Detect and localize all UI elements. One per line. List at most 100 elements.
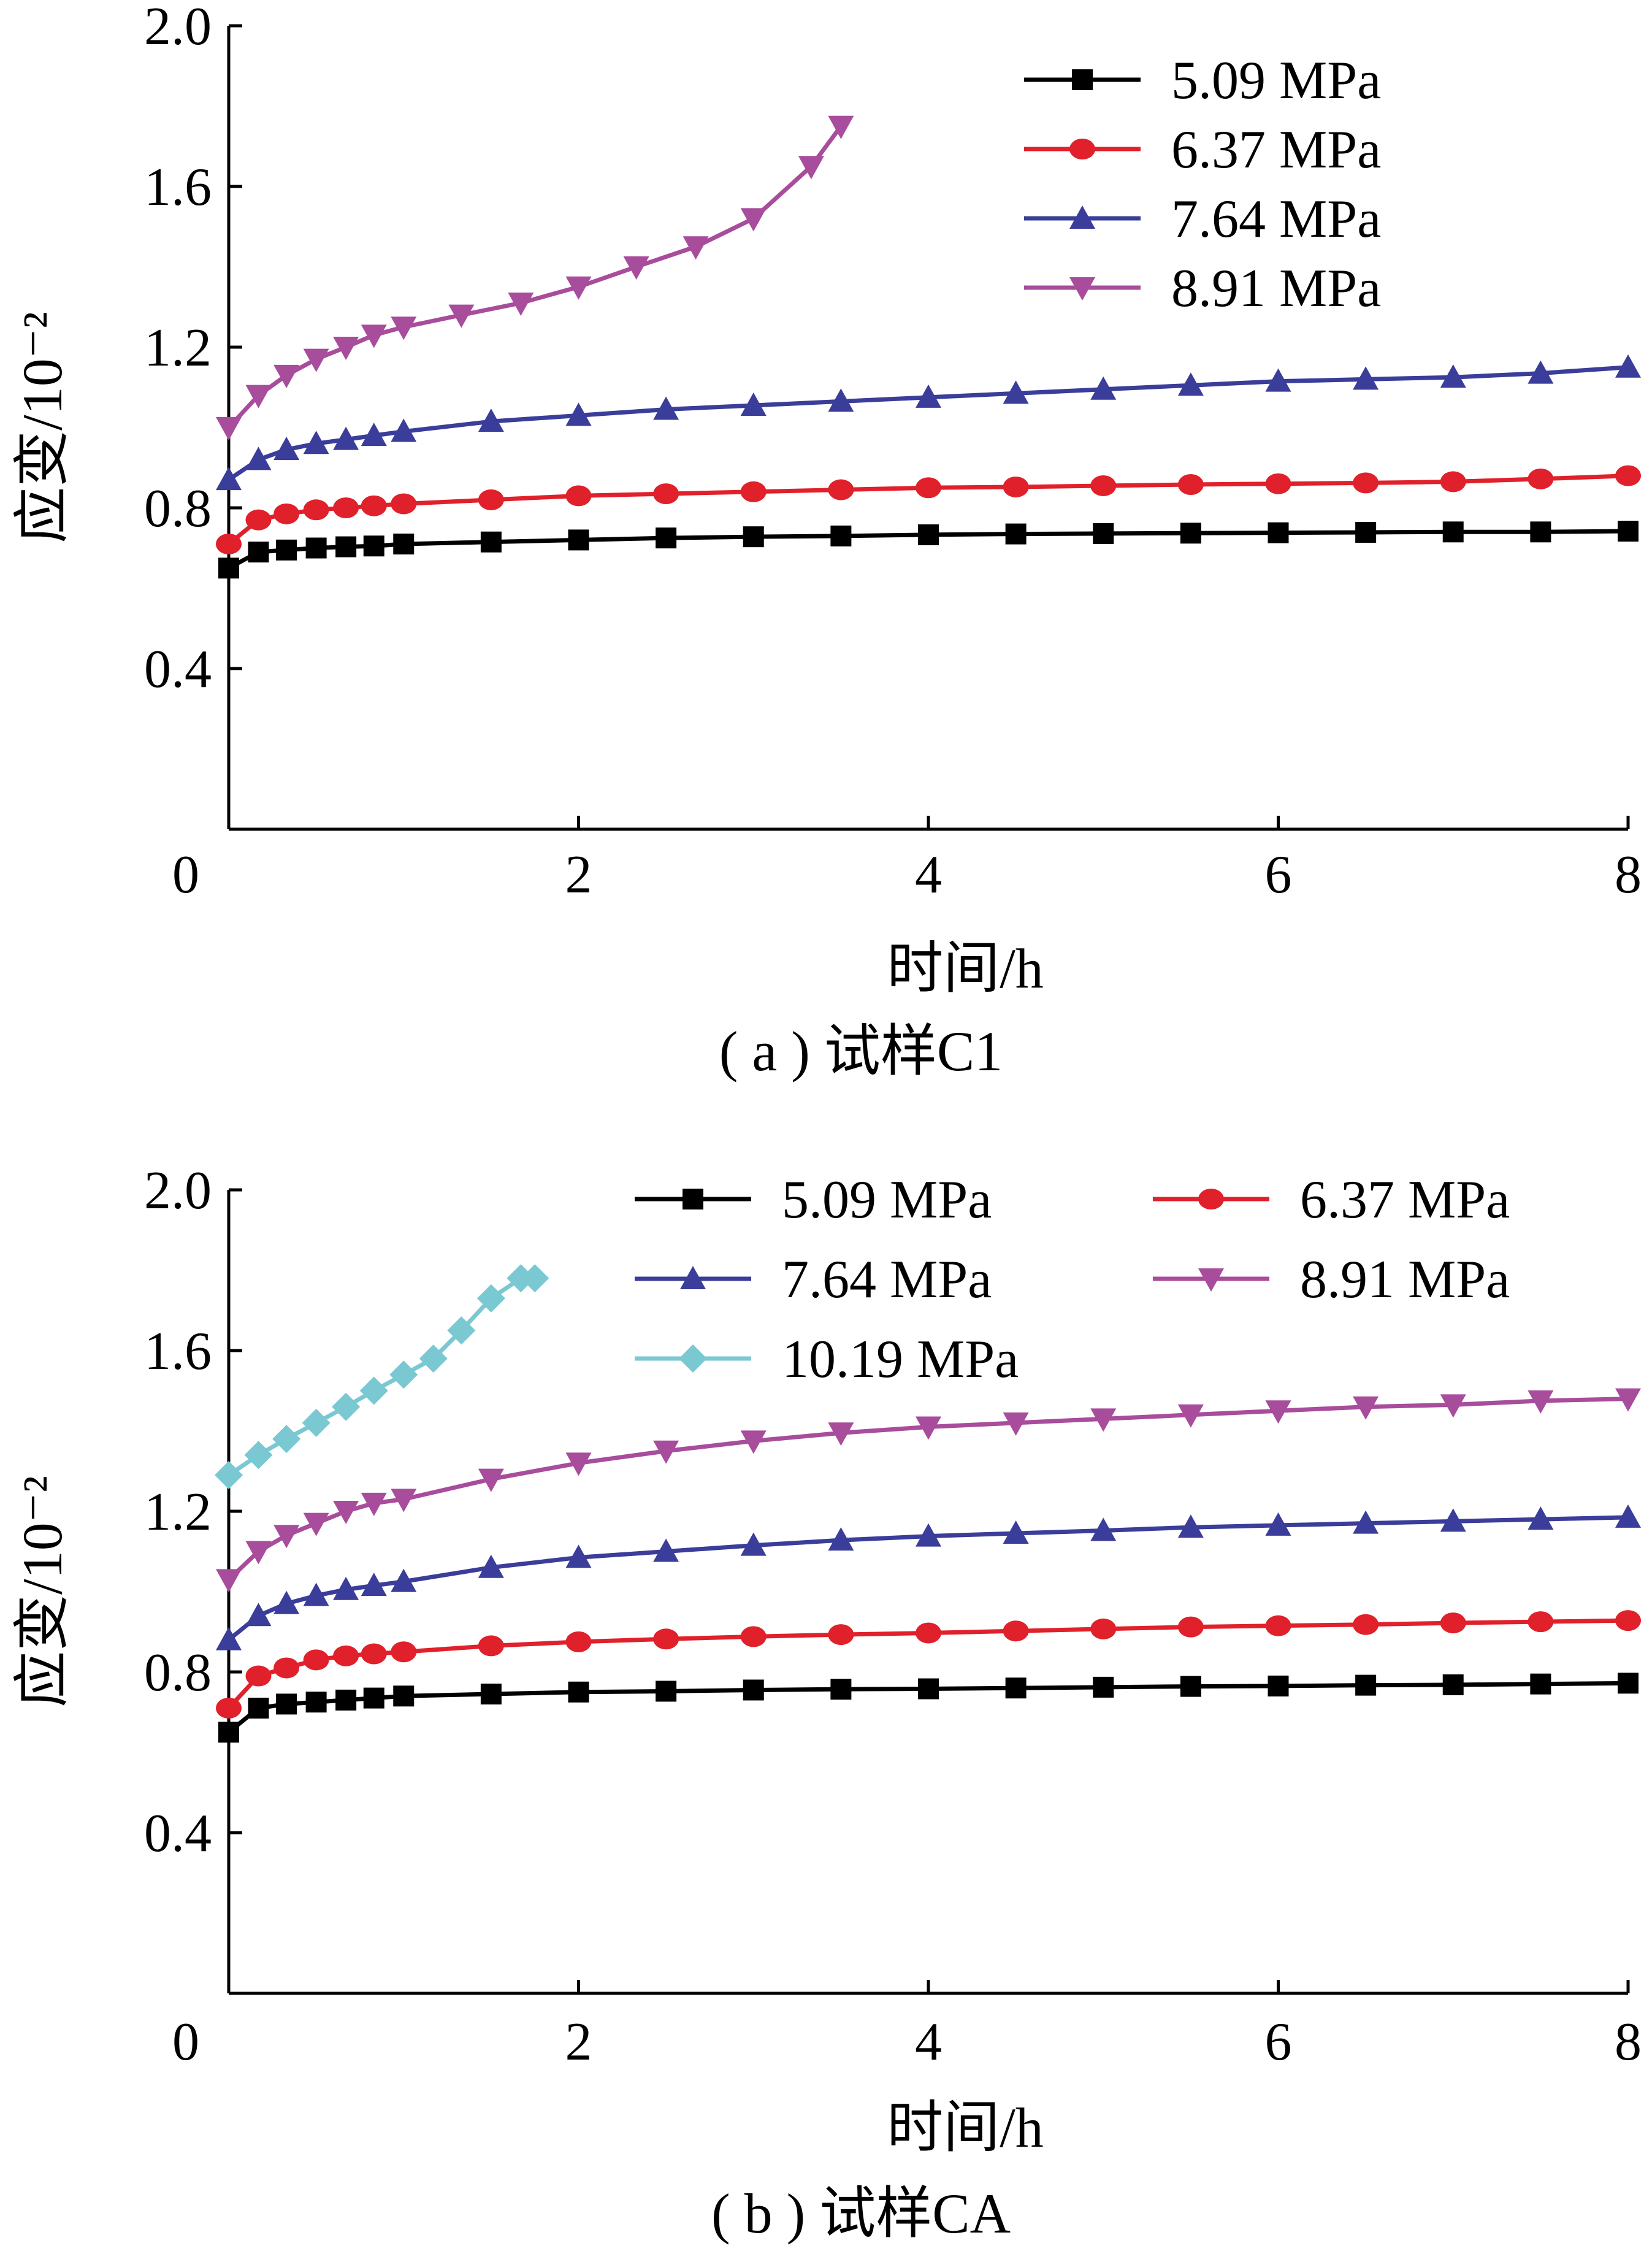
data-point	[1093, 1676, 1114, 1698]
legend: 5.09 MPa 6.37 MPa 7.64 MPa 8.91 MPa	[1024, 51, 1381, 318]
data-point	[743, 526, 764, 548]
data-point	[248, 542, 269, 563]
data-point	[333, 337, 359, 360]
data-point	[656, 527, 677, 549]
data-point	[216, 417, 242, 440]
data-point	[918, 1678, 939, 1700]
legend-label: 7.64 MPa	[782, 1250, 992, 1309]
data-point	[1177, 474, 1204, 496]
legend-marker	[1198, 1268, 1224, 1292]
x-tick-label: 4	[915, 2012, 942, 2072]
data-point	[1530, 1673, 1551, 1695]
data-point	[276, 539, 297, 561]
data-point	[828, 1422, 854, 1446]
data-point	[1265, 1400, 1291, 1424]
data-point	[740, 1430, 767, 1454]
panel-caption: ( a ) 试样C1	[719, 1020, 1003, 1083]
legend-item: 8.91 MPa	[1153, 1250, 1510, 1309]
data-point	[216, 467, 242, 491]
data-point	[653, 396, 679, 420]
data-point	[393, 533, 415, 554]
data-point	[216, 1627, 242, 1650]
data-point	[478, 1635, 504, 1657]
data-point	[653, 1628, 679, 1650]
legend-item: 8.91 MPa	[1024, 259, 1381, 318]
data-point	[1442, 1674, 1464, 1695]
data-point	[1530, 521, 1551, 543]
data-point	[1090, 1618, 1117, 1639]
data-point	[361, 1573, 387, 1597]
x-tick-label: 8	[1615, 845, 1642, 905]
data-point	[303, 431, 329, 454]
series-5-09-MPa	[218, 520, 1639, 579]
data-point	[1003, 1620, 1029, 1642]
x-tick-label: 2	[565, 845, 592, 905]
legend-marker	[683, 1189, 703, 1209]
legend-label: 6.37 MPa	[1171, 120, 1381, 180]
data-point	[828, 388, 854, 412]
data-point	[305, 1692, 327, 1713]
series-10-19-MPa	[215, 1264, 549, 1490]
data-point	[335, 536, 357, 558]
data-point	[1528, 1506, 1554, 1530]
data-point	[333, 497, 359, 518]
legend-item: 7.64 MPa	[635, 1250, 992, 1309]
data-point	[303, 1512, 329, 1536]
data-point	[568, 1681, 589, 1703]
legend-marker	[1069, 205, 1095, 229]
series-8-91-MPa	[216, 115, 854, 440]
data-point	[273, 437, 300, 461]
data-point	[1528, 1390, 1554, 1414]
series-7-64-MPa	[216, 354, 1641, 491]
data-point	[478, 489, 504, 510]
data-point	[218, 558, 239, 579]
data-point	[916, 1523, 941, 1547]
data-point	[565, 1452, 592, 1476]
legend-label: 5.09 MPa	[782, 1170, 992, 1230]
data-point	[1268, 522, 1289, 543]
data-point	[916, 1622, 941, 1644]
y-tick-label: 1.2	[144, 1482, 212, 1542]
data-point	[623, 256, 649, 280]
data-point	[1615, 354, 1641, 378]
data-point	[333, 1501, 359, 1524]
data-point	[1528, 468, 1554, 489]
data-point	[478, 1554, 504, 1578]
data-point	[273, 1525, 300, 1549]
data-point	[216, 1697, 242, 1719]
data-point	[1618, 520, 1639, 542]
legend-marker	[680, 1266, 706, 1289]
legend-item: 10.19 MPa	[635, 1330, 1019, 1389]
data-point	[478, 408, 504, 432]
data-point	[302, 1408, 331, 1437]
legend-marker	[679, 1344, 707, 1373]
data-point	[333, 1576, 359, 1600]
data-point	[1003, 476, 1029, 497]
data-point	[653, 1440, 679, 1464]
data-point	[1440, 1612, 1466, 1634]
data-point	[683, 236, 709, 260]
data-point	[1268, 1675, 1289, 1696]
legend-item: 5.09 MPa	[635, 1170, 992, 1230]
data-point	[391, 1641, 417, 1663]
y-tick-label: 0.8	[144, 1643, 212, 1703]
data-point	[1003, 1412, 1029, 1436]
data-point	[1265, 368, 1291, 392]
data-point	[361, 1492, 387, 1516]
legend-label: 7.64 MPa	[1171, 190, 1381, 249]
data-point	[361, 423, 387, 447]
data-point	[1265, 473, 1291, 494]
data-point	[391, 418, 417, 442]
data-point	[828, 115, 854, 139]
data-point	[1615, 465, 1641, 486]
data-point	[305, 537, 327, 559]
data-point	[216, 1569, 242, 1593]
data-point	[245, 1541, 272, 1565]
data-point	[1353, 1396, 1379, 1420]
data-point	[916, 477, 941, 499]
data-point	[1265, 1512, 1291, 1536]
data-point	[276, 1693, 297, 1715]
data-point	[1177, 1404, 1204, 1428]
y-tick-label: 1.6	[144, 1322, 212, 1381]
data-point	[740, 1532, 767, 1556]
